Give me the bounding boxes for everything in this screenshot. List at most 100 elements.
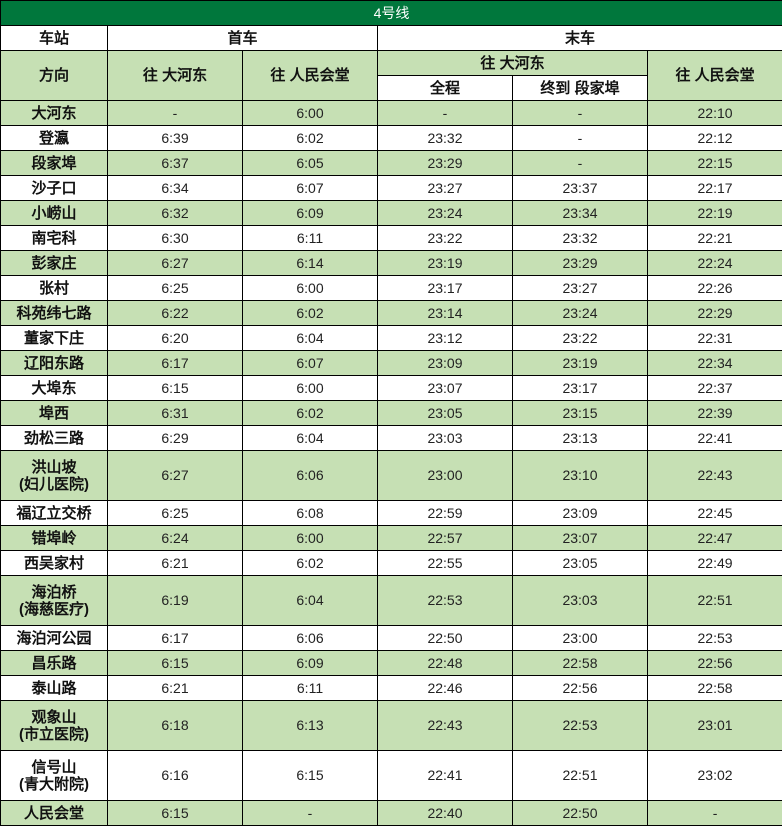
time-cell-first-rmht: 6:05 xyxy=(242,150,378,176)
time-cell-first-rmht: 6:00 xyxy=(242,525,378,551)
station-name: 张村 xyxy=(0,275,108,301)
time-cell-last-djb: 23:34 xyxy=(512,200,648,226)
time-cell-last-rmht: 22:51 xyxy=(646,575,782,626)
time-cell-last-rmht: 22:12 xyxy=(646,125,782,151)
time-cell-first-rmht: 6:02 xyxy=(242,300,378,326)
time-cell-last-djb: 22:50 xyxy=(512,800,648,826)
station-name: 错埠岭 xyxy=(0,525,108,551)
station-name: 福辽立交桥 xyxy=(0,500,108,526)
table-row: 小崂山 6:32 6:09 23:24 23:34 22:19 xyxy=(0,200,782,226)
station-name: 科苑纬七路 xyxy=(0,300,108,326)
time-cell-last-djb: 22:51 xyxy=(512,750,648,801)
table-row: 沙子口 6:34 6:07 23:27 23:37 22:17 xyxy=(0,175,782,201)
time-cell-first-dhd: 6:18 xyxy=(107,700,243,751)
time-cell-last-rmht: 22:39 xyxy=(646,400,782,426)
table-row: 张村 6:25 6:00 23:17 23:27 22:26 xyxy=(0,275,782,301)
time-cell-last-djb: 23:13 xyxy=(512,425,648,451)
time-cell-first-rmht: 6:00 xyxy=(242,275,378,301)
time-cell-first-rmht: 6:14 xyxy=(242,250,378,276)
time-cell-last-djb: 23:24 xyxy=(512,300,648,326)
time-cell-first-rmht: 6:15 xyxy=(242,750,378,801)
station-label: 西吴家村 xyxy=(23,554,84,572)
time-cell-last-djb: 23:00 xyxy=(512,625,648,651)
station-label: 海泊河公园 xyxy=(16,629,92,647)
time-cell-first-dhd: 6:31 xyxy=(107,400,243,426)
time-cell-last-rmht: 22:47 xyxy=(646,525,782,551)
time-cell-first-rmht: 6:11 xyxy=(242,225,378,251)
time-cell-first-dhd: 6:24 xyxy=(107,525,243,551)
time-cell-last-djb: - xyxy=(512,150,648,176)
time-cell-first-rmht: 6:07 xyxy=(242,350,378,376)
time-cell-first-dhd: - xyxy=(107,100,243,126)
station-label: 登瀛 xyxy=(38,129,69,147)
time-cell-first-dhd: 6:21 xyxy=(107,675,243,701)
time-cell-last-rmht: 23:01 xyxy=(646,700,782,751)
station-label: 福辽立交桥 xyxy=(16,504,92,522)
time-cell-first-dhd: 6:34 xyxy=(107,175,243,201)
time-cell-last-rmht: 22:17 xyxy=(646,175,782,201)
header-terminate-duanjiabu: 终到 段家埠 xyxy=(512,75,648,101)
station-label: 南宅科 xyxy=(31,229,77,247)
time-cell-last-djb: 23:15 xyxy=(512,400,648,426)
station-label: 昌乐路 xyxy=(31,654,77,672)
time-cell-last-full: 23:19 xyxy=(377,250,513,276)
time-cell-last-djb: 23:19 xyxy=(512,350,648,376)
station-label: 大埠东 xyxy=(31,379,77,397)
time-cell-last-full: 23:09 xyxy=(377,350,513,376)
time-cell-first-dhd: 6:27 xyxy=(107,250,243,276)
time-cell-first-dhd: 6:15 xyxy=(107,800,243,826)
time-cell-last-djb: - xyxy=(512,100,648,126)
station-label: 大河东 xyxy=(31,104,77,122)
time-cell-last-full: 23:12 xyxy=(377,325,513,351)
table-row: 大河东 -6:00- -22:10 xyxy=(0,100,782,126)
station-name: 泰山路 xyxy=(0,675,108,701)
time-cell-first-dhd: 6:22 xyxy=(107,300,243,326)
time-cell-last-full: 23:00 xyxy=(377,450,513,501)
time-cell-last-rmht: 22:45 xyxy=(646,500,782,526)
table-row: 科苑纬七路 6:22 6:02 23:14 23:24 22:29 xyxy=(0,300,782,326)
time-cell-last-rmht: 22:58 xyxy=(646,675,782,701)
header-direction: 方向 xyxy=(0,50,108,101)
table-row: 海泊桥 (海慈医疗) 6:19 6:04 22:53 23:03 22:51 xyxy=(0,575,782,626)
station-name: 海泊河公园 xyxy=(0,625,108,651)
time-cell-first-dhd: 6:17 xyxy=(107,350,243,376)
time-cell-last-rmht: 22:43 xyxy=(646,450,782,501)
time-cell-last-rmht: 23:02 xyxy=(646,750,782,801)
station-label: 张村 xyxy=(38,279,69,297)
time-cell-last-full: 22:46 xyxy=(377,675,513,701)
station-sublabel: (妇儿医院) xyxy=(19,475,89,493)
station-label: 洪山坡 xyxy=(31,458,77,476)
station-name: 埠西 xyxy=(0,400,108,426)
time-cell-last-full: 23:29 xyxy=(377,150,513,176)
time-cell-last-full: 22:48 xyxy=(377,650,513,676)
time-cell-first-dhd: 6:27 xyxy=(107,450,243,501)
station-name: 信号山 (青大附院) xyxy=(0,750,108,801)
time-cell-first-rmht: 6:02 xyxy=(242,550,378,576)
time-cell-last-full: 23:05 xyxy=(377,400,513,426)
station-name: 人民会堂 xyxy=(0,800,108,826)
time-cell-last-djb: 23:27 xyxy=(512,275,648,301)
header-station: 车站 xyxy=(0,25,108,51)
station-label: 劲松三路 xyxy=(23,429,84,447)
station-name: 西吴家村 xyxy=(0,550,108,576)
table-row: 彭家庄 6:27 6:14 23:19 23:29 22:24 xyxy=(0,250,782,276)
time-cell-first-rmht: 6:04 xyxy=(242,425,378,451)
time-cell-last-full: 22:50 xyxy=(377,625,513,651)
station-label: 海泊桥 xyxy=(31,583,77,601)
station-name: 登瀛 xyxy=(0,125,108,151)
time-cell-first-dhd: 6:37 xyxy=(107,150,243,176)
time-cell-first-dhd: 6:16 xyxy=(107,750,243,801)
time-cell-last-rmht: 22:37 xyxy=(646,375,782,401)
time-cell-last-rmht: 22:10 xyxy=(646,100,782,126)
time-cell-last-full: 22:57 xyxy=(377,525,513,551)
time-cell-first-rmht: 6:00 xyxy=(242,375,378,401)
time-cell-first-rmht: 6:13 xyxy=(242,700,378,751)
time-cell-last-djb: 23:09 xyxy=(512,500,648,526)
time-cell-last-rmht: 22:41 xyxy=(646,425,782,451)
time-cell-first-rmht: 6:06 xyxy=(242,450,378,501)
header-last-train: 末车 xyxy=(376,25,782,51)
station-name: 段家埠 xyxy=(0,150,108,176)
time-cell-last-full: 23:14 xyxy=(377,300,513,326)
time-cell-last-djb: - xyxy=(512,125,648,151)
